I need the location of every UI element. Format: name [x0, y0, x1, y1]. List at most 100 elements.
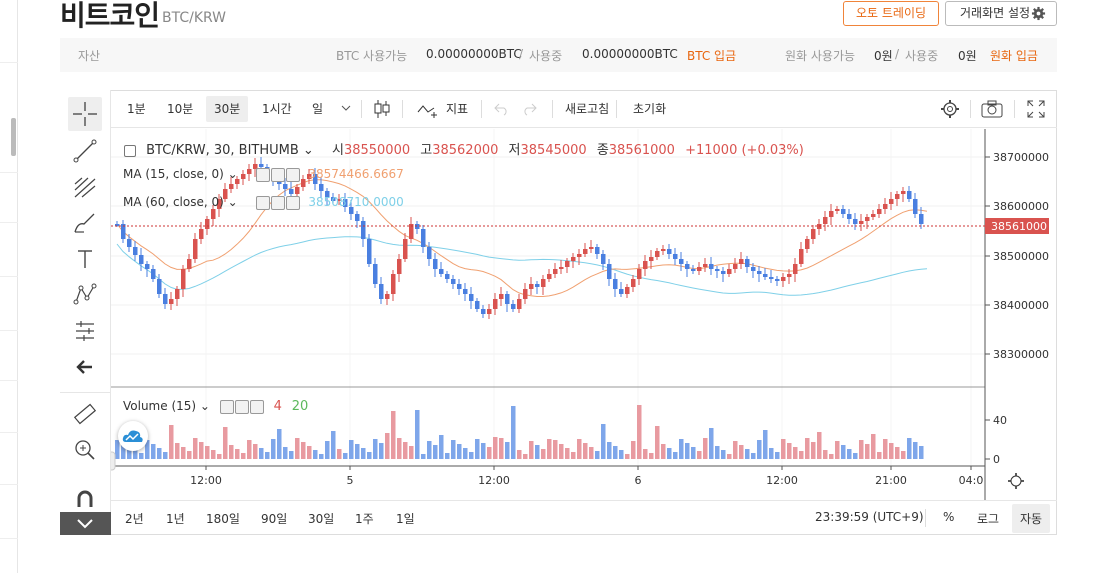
symbol-label[interactable]: BTC/KRW, 30, BITHUMB: [146, 143, 299, 158]
btc-deposit-link[interactable]: BTC 입금: [687, 49, 737, 63]
interval-10m[interactable]: 10분: [167, 102, 194, 116]
volume-bar: [751, 453, 756, 459]
volume-bar: [625, 454, 630, 459]
range-2y[interactable]: 2년: [125, 512, 144, 526]
interval-day[interactable]: 일: [312, 102, 324, 116]
refresh-button[interactable]: 새로고침: [565, 102, 610, 116]
volume-bar: [451, 440, 456, 459]
text-tool-icon[interactable]: [68, 242, 102, 276]
fib-tool-icon[interactable]: [68, 170, 102, 204]
candle-body: [133, 247, 138, 255]
krw-deposit-link[interactable]: 원화 입금: [990, 49, 1038, 63]
btc-available-value: 0.00000000BTC: [426, 47, 522, 61]
candle-style-icon[interactable]: [373, 99, 391, 119]
sidebar-scrollbar[interactable]: [11, 118, 16, 156]
volume-label[interactable]: Volume (15): [123, 399, 197, 413]
divider: [0, 62, 18, 63]
interval-1h[interactable]: 1시간: [262, 102, 292, 116]
volume-bar: [667, 448, 672, 459]
magnet-icon[interactable]: [68, 483, 102, 517]
redo-icon[interactable]: [521, 102, 537, 116]
percent-toggle[interactable]: %: [943, 510, 955, 524]
undo-icon[interactable]: [494, 102, 510, 116]
volume-bar: [277, 429, 282, 459]
close-icon[interactable]: [249, 399, 264, 414]
asset-bar: 자산 BTC 사용가능 0.00000000BTC / 사용중 0.000000…: [60, 38, 1057, 72]
candle-body: [451, 279, 456, 284]
time-tick-label: 21:00: [875, 474, 907, 487]
current-price-marker: [985, 218, 1049, 234]
collapse-legend-icon[interactable]: [124, 144, 136, 157]
trend-line-icon[interactable]: [68, 134, 102, 168]
volume-bar: [523, 454, 528, 459]
range-1w[interactable]: 1주: [355, 512, 374, 526]
gear-icon[interactable]: [270, 167, 285, 182]
camera-icon[interactable]: [980, 99, 1004, 119]
gear-icon[interactable]: [270, 195, 285, 210]
reset-button[interactable]: 초기화: [633, 102, 667, 116]
indicator-button[interactable]: 지표: [446, 102, 469, 116]
close-icon[interactable]: [285, 195, 300, 210]
volume-bar: [505, 442, 510, 459]
fullscreen-icon[interactable]: [1026, 99, 1046, 119]
candle-body: [583, 249, 588, 254]
range-1d[interactable]: 1일: [396, 512, 415, 526]
arrow-left-icon[interactable]: [68, 350, 102, 384]
scroll-handle[interactable]: [111, 451, 116, 471]
volume-bar: [787, 443, 792, 459]
measure-tool-icon[interactable]: [68, 314, 102, 348]
range-90d[interactable]: 90일: [261, 512, 288, 526]
candle-body: [157, 279, 162, 294]
volume-bar: [115, 440, 120, 459]
volume-bar: [679, 439, 684, 459]
candle-body: [469, 294, 474, 301]
volume-bar: [133, 449, 138, 459]
candle-body: [193, 239, 198, 259]
volume-bar: [541, 449, 546, 459]
divider: [60, 392, 111, 393]
candle-body: [433, 259, 438, 269]
volume-bar: [781, 439, 786, 459]
brush-icon[interactable]: [68, 206, 102, 240]
collapse-toolbar-button[interactable]: [60, 512, 111, 535]
eye-icon[interactable]: [219, 399, 234, 414]
screen-settings-button[interactable]: 거래화면 설정: [945, 1, 1057, 26]
volume-bar: [325, 441, 330, 459]
gear-icon[interactable]: [234, 399, 249, 414]
interval-30m[interactable]: 30분: [206, 96, 249, 122]
chevron-down-icon[interactable]: [341, 104, 351, 112]
volume-bar: [757, 440, 762, 459]
close-icon[interactable]: [285, 167, 300, 182]
ma60-label[interactable]: MA (60, close, 0): [123, 195, 224, 209]
volume-bar: [829, 454, 834, 459]
auto-trade-button[interactable]: 오토 트레이딩: [843, 1, 939, 26]
price-chart[interactable]: 38700000 38600000 38500000 38400000 38300000…: [111, 129, 1057, 500]
pattern-tool-icon[interactable]: [68, 278, 102, 312]
range-1y[interactable]: 1년: [166, 512, 185, 526]
eye-icon[interactable]: [255, 167, 270, 182]
candle-body: [919, 214, 924, 224]
divider: [402, 100, 403, 118]
candle-body: [685, 264, 690, 269]
volume-bar: [481, 443, 486, 459]
log-toggle[interactable]: 로그: [977, 512, 1000, 526]
volume-bar: [901, 451, 906, 459]
eye-icon[interactable]: [255, 195, 270, 210]
gear-icon[interactable]: [940, 99, 960, 119]
zoom-in-icon[interactable]: [68, 433, 102, 467]
chart-settings-icon[interactable]: [1008, 473, 1024, 489]
candle-body: [205, 219, 210, 229]
range-180d[interactable]: 180일: [206, 512, 240, 526]
interval-1m[interactable]: 1분: [127, 102, 146, 116]
candle-body: [883, 204, 888, 209]
volume-bar: [601, 424, 606, 459]
crosshair-icon[interactable]: [68, 97, 102, 131]
candle-body: [181, 269, 186, 289]
divider: [970, 100, 971, 118]
ruler-icon[interactable]: [68, 397, 102, 431]
auto-toggle[interactable]: 자동: [1012, 504, 1051, 533]
chart-logo[interactable]: [118, 421, 148, 451]
range-30d[interactable]: 30일: [308, 512, 335, 526]
candle-body: [151, 269, 156, 279]
ma15-label[interactable]: MA (15, close, 0): [123, 167, 224, 181]
